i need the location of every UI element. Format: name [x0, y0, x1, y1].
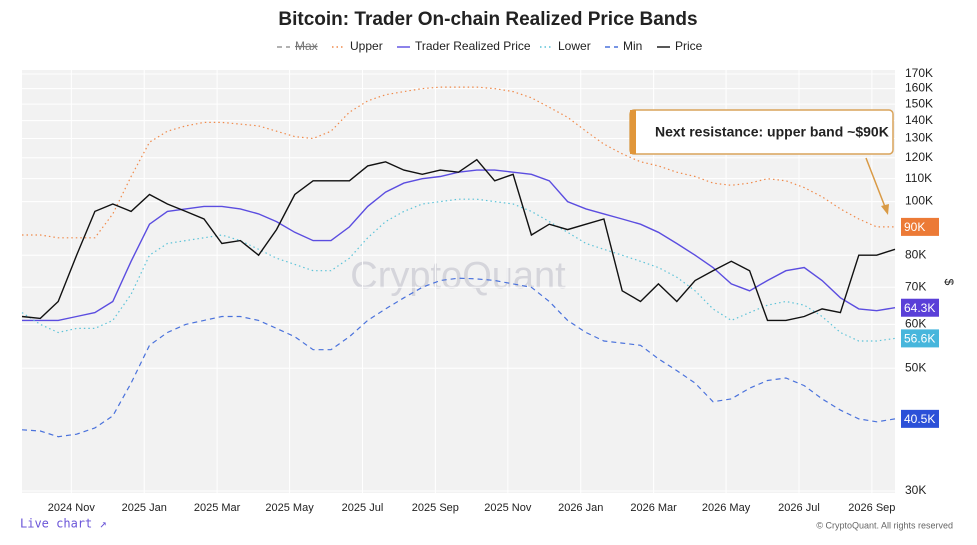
end-label: 56.6K — [904, 332, 935, 346]
y-tick-label: 70K — [905, 279, 926, 293]
end-label: 90K — [904, 220, 925, 234]
x-tick-label: 2025 Mar — [194, 502, 241, 514]
end-label: 40.5K — [904, 412, 935, 426]
y-tick-label: 140K — [905, 113, 933, 127]
x-tick-label: 2025 May — [265, 502, 314, 514]
x-tick-label: 2026 Mar — [630, 502, 677, 514]
series-line — [21, 198, 896, 342]
x-tick-label: 2025 Sep — [412, 502, 459, 514]
copyright: © CryptoQuant. All rights reserved — [816, 520, 953, 530]
x-tick-label: 2026 Jul — [778, 502, 820, 514]
legend-label: Upper — [350, 39, 383, 53]
live-chart-link[interactable]: Live chart ↗ — [20, 517, 107, 531]
end-label: 64.3K — [904, 301, 935, 315]
x-tick-label: 2025 Jul — [342, 502, 384, 514]
y-axis-label: $ — [942, 279, 956, 286]
y-tick-label: 130K — [905, 131, 933, 145]
y-tick-label: 30K — [905, 483, 926, 497]
x-tick-label: 2026 Jan — [558, 502, 603, 514]
x-tick-label: 2024 Nov — [48, 502, 96, 514]
legend-label: Lower — [558, 39, 591, 53]
end-badge — [901, 409, 939, 428]
x-tick-label: 2026 Sep — [848, 502, 895, 514]
y-tick-label: 170K — [905, 66, 933, 80]
annotation-arrowhead — [881, 204, 889, 215]
end-badge — [901, 217, 939, 236]
legend-label: Price — [675, 39, 703, 53]
y-tick-label: 150K — [905, 96, 933, 110]
chart-title: Bitcoin: Trader On-chain Realized Price … — [278, 9, 697, 30]
legend-label: Trader Realized Price — [415, 39, 531, 53]
y-tick-label: 160K — [905, 81, 933, 95]
annotation-arrow — [865, 157, 888, 213]
legend-label: Max — [295, 39, 318, 53]
y-tick-label: 80K — [905, 247, 926, 261]
y-tick-label: 110K — [905, 171, 932, 185]
x-tick-label: 2026 May — [702, 502, 751, 514]
plot — [21, 70, 896, 493]
y-tick-label: 60K — [905, 317, 926, 331]
end-badge — [901, 329, 939, 348]
series-line — [21, 158, 896, 322]
legend-label: Min — [623, 39, 642, 53]
x-tick-label: 2025 Nov — [484, 502, 532, 514]
watermark: CryptoQuant — [350, 255, 566, 297]
x-tick-label: 2025 Jan — [122, 502, 167, 514]
series-line — [21, 277, 896, 438]
annotation: Next resistance: upper band ~$90K — [655, 124, 889, 140]
y-tick-label: 50K — [905, 360, 926, 374]
y-tick-label: 120K — [905, 150, 933, 164]
annotation-accent — [630, 110, 636, 154]
end-badge — [901, 298, 939, 317]
y-tick-label: 100K — [905, 194, 933, 208]
